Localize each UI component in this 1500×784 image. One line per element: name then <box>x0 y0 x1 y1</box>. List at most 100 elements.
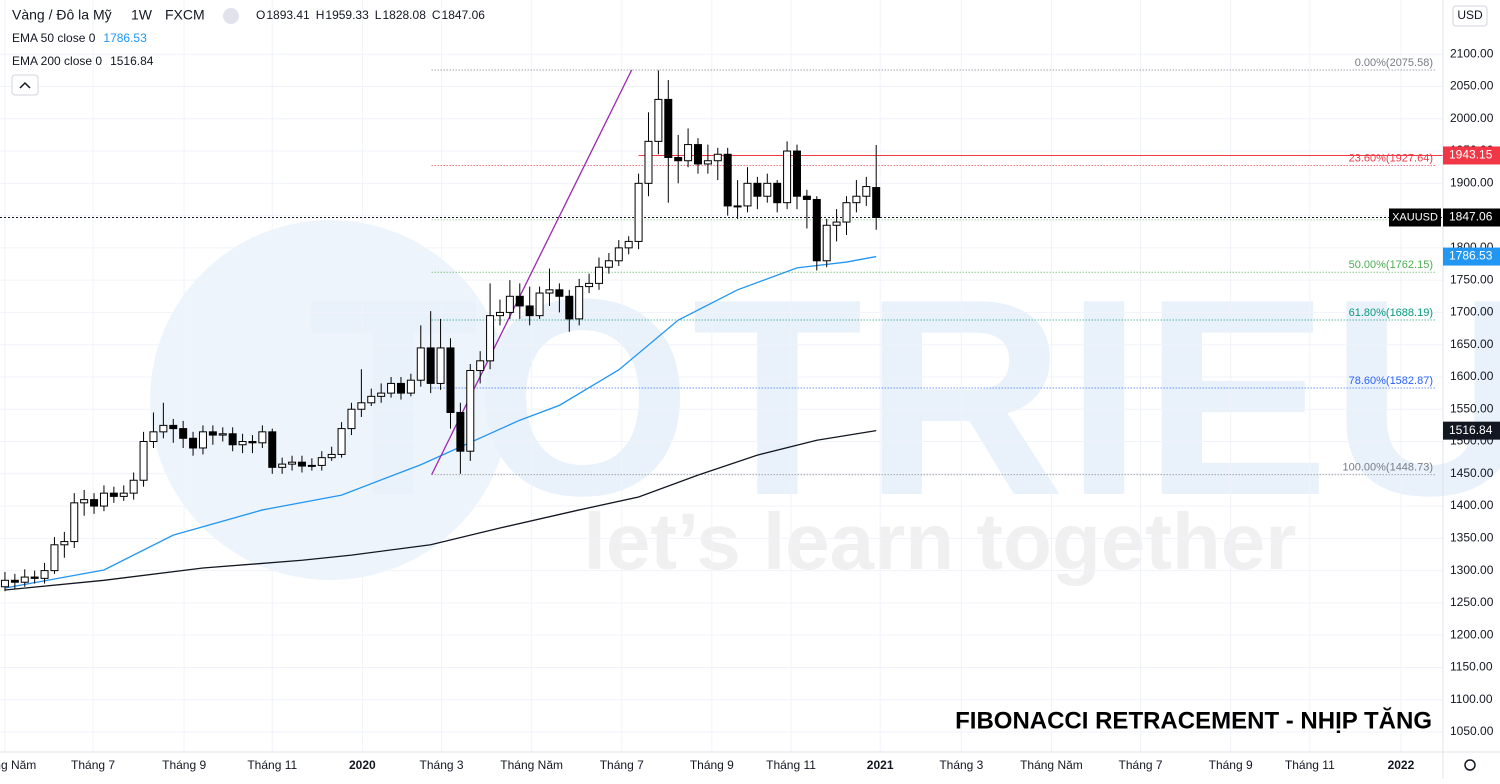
candle-body <box>119 492 128 497</box>
y-tick-label: 2000.00 <box>1450 111 1494 125</box>
indicator-line <box>4 430 877 591</box>
candle-body <box>367 395 376 404</box>
candle-body <box>594 266 603 284</box>
candle-body <box>169 424 178 430</box>
candle-body <box>80 499 89 504</box>
candle-body <box>486 315 495 362</box>
candle-body <box>654 98 663 142</box>
candle-body <box>218 433 227 436</box>
candle-body <box>317 457 326 466</box>
candle-body <box>60 541 69 546</box>
ohlc-value: 1959.33 <box>325 8 369 22</box>
logo-circle <box>150 220 510 580</box>
candle-body <box>505 295 514 313</box>
x-tick-label: Tháng Năm <box>1020 758 1083 772</box>
candle-body <box>198 431 207 449</box>
candle-body <box>20 576 29 583</box>
candle-body <box>268 431 277 468</box>
symbol: Vàng / Đô la Mỹ <box>12 7 112 23</box>
candle-body <box>792 150 801 197</box>
price-label: 1943.15 <box>1449 148 1493 162</box>
indicator-value: 1516.84 <box>110 54 154 68</box>
currency-box[interactable] <box>1452 5 1488 27</box>
candle-body <box>753 182 762 197</box>
candle-body <box>297 461 306 467</box>
candle-body <box>90 499 99 507</box>
y-tick-label: 1600.00 <box>1450 369 1494 383</box>
x-tick-label: 2021 <box>867 758 894 772</box>
candle-body <box>525 305 534 317</box>
watermark-slogan: let’s learn together <box>584 497 1297 586</box>
symbol-tag-box <box>1389 208 1441 227</box>
candle-body <box>208 431 217 436</box>
price-label-box <box>1443 247 1500 266</box>
ohlc-key: O <box>256 8 265 22</box>
candle-body <box>872 187 881 218</box>
price-label-box <box>1443 146 1500 165</box>
y-tick-label: 1750.00 <box>1450 272 1494 286</box>
candle-body <box>773 182 782 204</box>
candle-body <box>238 441 247 446</box>
candle-body <box>129 479 138 494</box>
candle-body <box>357 402 366 410</box>
fib-label: 23.60%(1927.64) <box>1349 152 1433 164</box>
price-label: 1847.06 <box>1449 210 1493 224</box>
candle-body <box>149 431 158 443</box>
candle-body <box>535 292 544 317</box>
x-tick-label: Tháng 3 <box>939 758 983 772</box>
candle-body <box>852 195 861 204</box>
collapse-icon <box>19 81 31 89</box>
candle-body <box>634 182 643 242</box>
candle-body <box>575 286 584 320</box>
symbol-tag: XAUUSD <box>1392 211 1438 223</box>
x-tick-label: Tháng 9 <box>690 758 734 772</box>
price-label-box <box>1443 421 1500 440</box>
candle-body <box>614 247 623 262</box>
candle-body <box>545 289 554 294</box>
candle-body <box>426 347 435 384</box>
candle-body <box>70 502 79 543</box>
candle-body <box>802 195 811 200</box>
ohlc-key: H <box>316 8 325 22</box>
candle-body <box>842 202 851 223</box>
candle-body <box>684 144 693 162</box>
y-tick-label: 1200.00 <box>1450 627 1494 641</box>
candle-body <box>347 408 356 430</box>
candle-body <box>327 453 336 459</box>
candle-body <box>585 282 594 288</box>
candle-body <box>565 295 574 320</box>
candle-body <box>703 160 712 165</box>
candle-body <box>248 441 257 444</box>
y-tick-label: 1300.00 <box>1450 563 1494 577</box>
candle-body <box>387 382 396 394</box>
collapse-button[interactable] <box>11 74 39 96</box>
candle-body <box>832 221 841 226</box>
fib-label: 0.00%(2075.58) <box>1355 57 1433 69</box>
fib-label: 61.80%(1688.19) <box>1349 307 1433 319</box>
candle-body <box>555 289 564 297</box>
watermark-brand: TOTRIEU <box>308 242 1500 554</box>
y-tick-label: 1550.00 <box>1450 401 1494 415</box>
candle-body <box>763 182 772 197</box>
candle-body <box>0 579 9 588</box>
indicator-name: EMA 50 close 0 <box>12 31 96 45</box>
y-tick-label: 1900.00 <box>1450 175 1494 189</box>
candle-body <box>10 579 19 583</box>
settings-icon[interactable] <box>1464 759 1476 771</box>
candle-body <box>189 437 198 449</box>
candle-body <box>822 224 831 262</box>
candle-body <box>664 98 673 159</box>
candle-body <box>416 347 425 381</box>
candle-body <box>258 431 267 444</box>
candle-body <box>812 198 821 262</box>
candle-body <box>644 140 653 184</box>
candle-body <box>109 492 118 497</box>
ohlc-value: 1847.06 <box>442 8 486 22</box>
candle-body <box>674 157 683 162</box>
indicator-name: EMA 200 close 0 <box>12 54 102 68</box>
x-tick-label: Tháng 7 <box>600 758 644 772</box>
ohlc-key: C <box>432 8 441 22</box>
candle-body <box>228 433 237 446</box>
